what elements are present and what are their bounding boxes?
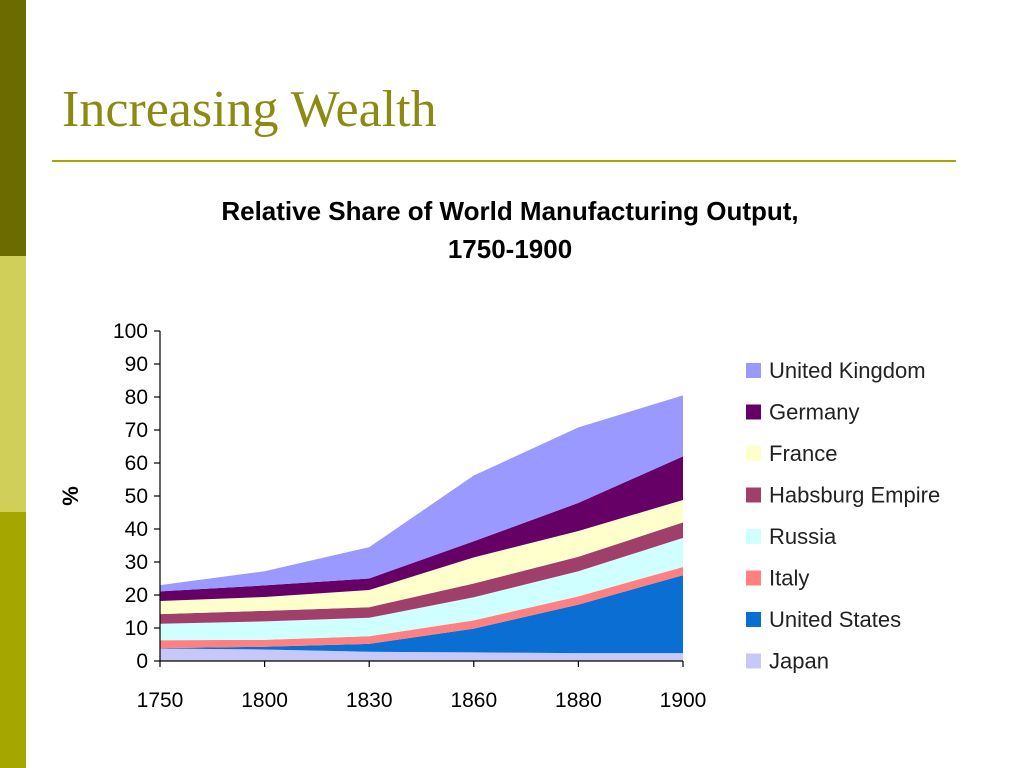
area-germany [160,456,683,601]
area-japan [160,648,683,661]
legend-swatch-united-kingdom [746,363,761,378]
y-tick-label: 30 [125,551,148,574]
y-tick-label: 40 [125,518,148,541]
legend-label-russia: Russia [769,524,837,549]
y-tick-label: 100 [113,320,148,343]
y-tick-label: 70 [125,419,148,442]
x-tick-label: 1750 [137,689,184,712]
chart-axes: 0 10 20 30 40 50 60 70 80 90 100 1750 1800 1830 1860 18… [58,320,706,712]
area-habsburg-empire [160,522,683,624]
y-tick-label: 60 [125,452,148,475]
side-bar-segment-middle [0,256,26,512]
slide-side-bar [0,0,26,768]
legend-swatch-united-states [746,612,761,627]
y-tick-label: 80 [125,386,148,409]
legend-swatch-germany [746,404,761,420]
y-axis-label: % [58,486,83,506]
area-united-kingdom [160,395,683,592]
legend-swatch-italy [746,570,761,586]
y-tick-label: 0 [136,650,148,673]
y-tick-label: 10 [125,617,148,640]
x-tick-label: 1830 [346,689,393,712]
area-france [160,499,683,615]
x-tick-label: 1860 [450,689,497,712]
legend-label-japan: Japan [769,649,829,674]
legend-swatch-russia [746,529,761,544]
legend-label-germany: Germany [769,400,859,425]
legend-label-united-states: United States [769,607,901,632]
legend-label-italy: Italy [769,566,809,591]
area-italy [160,566,683,649]
x-tick-label: 1880 [555,689,602,712]
chart-subtitle: 1750-1900 [447,234,573,264]
chart-title: Relative Share of World Manufacturing Ou… [221,196,799,226]
legend-label-united-kingdom: United Kingdom [769,358,926,383]
y-tick-label: 90 [125,353,148,376]
x-tick-label: 1900 [660,689,707,712]
side-bar-segment-top [0,0,26,256]
legend-label-habsburg-empire: Habsburg Empire [769,483,940,508]
side-bar-segment-bottom [0,512,26,768]
y-tick-label: 20 [125,584,148,607]
x-tick-label: 1800 [241,689,288,712]
legend-label-france: France [769,441,837,466]
title-underline [52,160,956,162]
legend-swatch-france [746,446,761,461]
slide-title: Increasing Wealth [62,81,437,138]
area-united-states [160,575,683,654]
y-tick-label: 50 [125,485,148,508]
area-russia [160,537,683,641]
legend-swatch-japan [746,653,761,669]
chart-areas [160,395,683,661]
legend-swatch-habsburg-empire [746,487,761,503]
chart-title-block: Relative Share of World Manufacturing Ou… [110,192,910,268]
chart-legend: United Kingdom Germany France Habsburg Empi… [746,358,940,674]
